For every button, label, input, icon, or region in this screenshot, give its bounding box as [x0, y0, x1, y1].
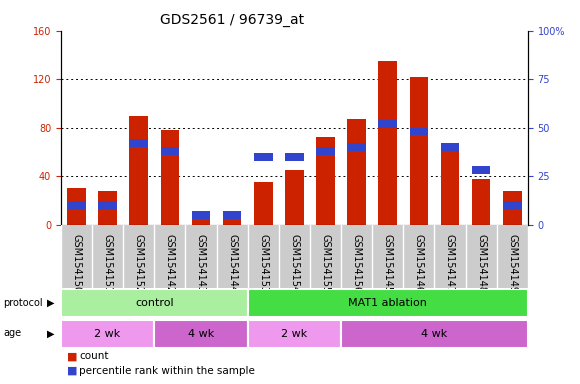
- Text: count: count: [79, 351, 109, 361]
- Text: GSM154154: GSM154154: [289, 234, 299, 293]
- Text: GSM154142: GSM154142: [165, 234, 175, 293]
- Bar: [161, 147, 179, 155]
- Bar: [67, 188, 86, 225]
- Text: ▶: ▶: [48, 298, 55, 308]
- Bar: [67, 201, 86, 209]
- Text: GSM154148: GSM154148: [476, 234, 486, 293]
- Bar: [129, 116, 148, 225]
- Bar: [254, 182, 273, 225]
- Text: 2 wk: 2 wk: [281, 329, 307, 339]
- Text: GSM154155: GSM154155: [321, 234, 331, 293]
- Text: GSM154149: GSM154149: [508, 234, 517, 293]
- Bar: [129, 139, 148, 147]
- Bar: [191, 211, 211, 219]
- Text: GSM154150: GSM154150: [71, 234, 81, 293]
- Bar: [409, 77, 428, 225]
- Text: percentile rank within the sample: percentile rank within the sample: [79, 366, 255, 376]
- Bar: [61, 289, 248, 317]
- Text: control: control: [135, 298, 173, 308]
- Bar: [223, 218, 241, 225]
- Bar: [285, 153, 304, 161]
- Text: GSM154151: GSM154151: [103, 234, 113, 293]
- Bar: [378, 120, 397, 128]
- Bar: [503, 201, 521, 209]
- Text: GSM154144: GSM154144: [227, 234, 237, 293]
- Text: GSM154145: GSM154145: [383, 234, 393, 293]
- Text: MAT1 ablation: MAT1 ablation: [349, 298, 427, 308]
- Text: ■: ■: [67, 351, 77, 361]
- Bar: [316, 137, 335, 225]
- Bar: [98, 201, 117, 209]
- Bar: [378, 61, 397, 225]
- Text: 4 wk: 4 wk: [188, 329, 214, 339]
- Text: age: age: [3, 328, 21, 338]
- Bar: [347, 143, 366, 151]
- Bar: [61, 320, 154, 348]
- Text: GSM154143: GSM154143: [196, 234, 206, 293]
- Bar: [503, 191, 521, 225]
- Text: GDS2561 / 96739_at: GDS2561 / 96739_at: [160, 13, 304, 27]
- Text: GSM154152: GSM154152: [134, 234, 144, 293]
- Bar: [409, 128, 428, 136]
- Bar: [254, 153, 273, 161]
- Bar: [316, 147, 335, 155]
- Bar: [341, 320, 528, 348]
- Bar: [154, 320, 248, 348]
- Bar: [347, 119, 366, 225]
- Text: GSM154147: GSM154147: [445, 234, 455, 293]
- Bar: [285, 170, 304, 225]
- Bar: [161, 130, 179, 225]
- Bar: [472, 167, 491, 174]
- Bar: [248, 289, 528, 317]
- Bar: [441, 143, 459, 151]
- Text: 4 wk: 4 wk: [421, 329, 448, 339]
- Bar: [223, 211, 241, 219]
- Text: ■: ■: [67, 366, 77, 376]
- Bar: [191, 218, 211, 225]
- Bar: [98, 191, 117, 225]
- Bar: [441, 146, 459, 225]
- Text: protocol: protocol: [3, 298, 42, 308]
- Text: 2 wk: 2 wk: [95, 329, 121, 339]
- Text: ▶: ▶: [48, 328, 55, 338]
- Bar: [472, 179, 491, 225]
- Bar: [248, 320, 341, 348]
- Text: GSM154153: GSM154153: [258, 234, 268, 293]
- Text: GSM154146: GSM154146: [414, 234, 424, 293]
- Text: GSM154156: GSM154156: [351, 234, 361, 293]
